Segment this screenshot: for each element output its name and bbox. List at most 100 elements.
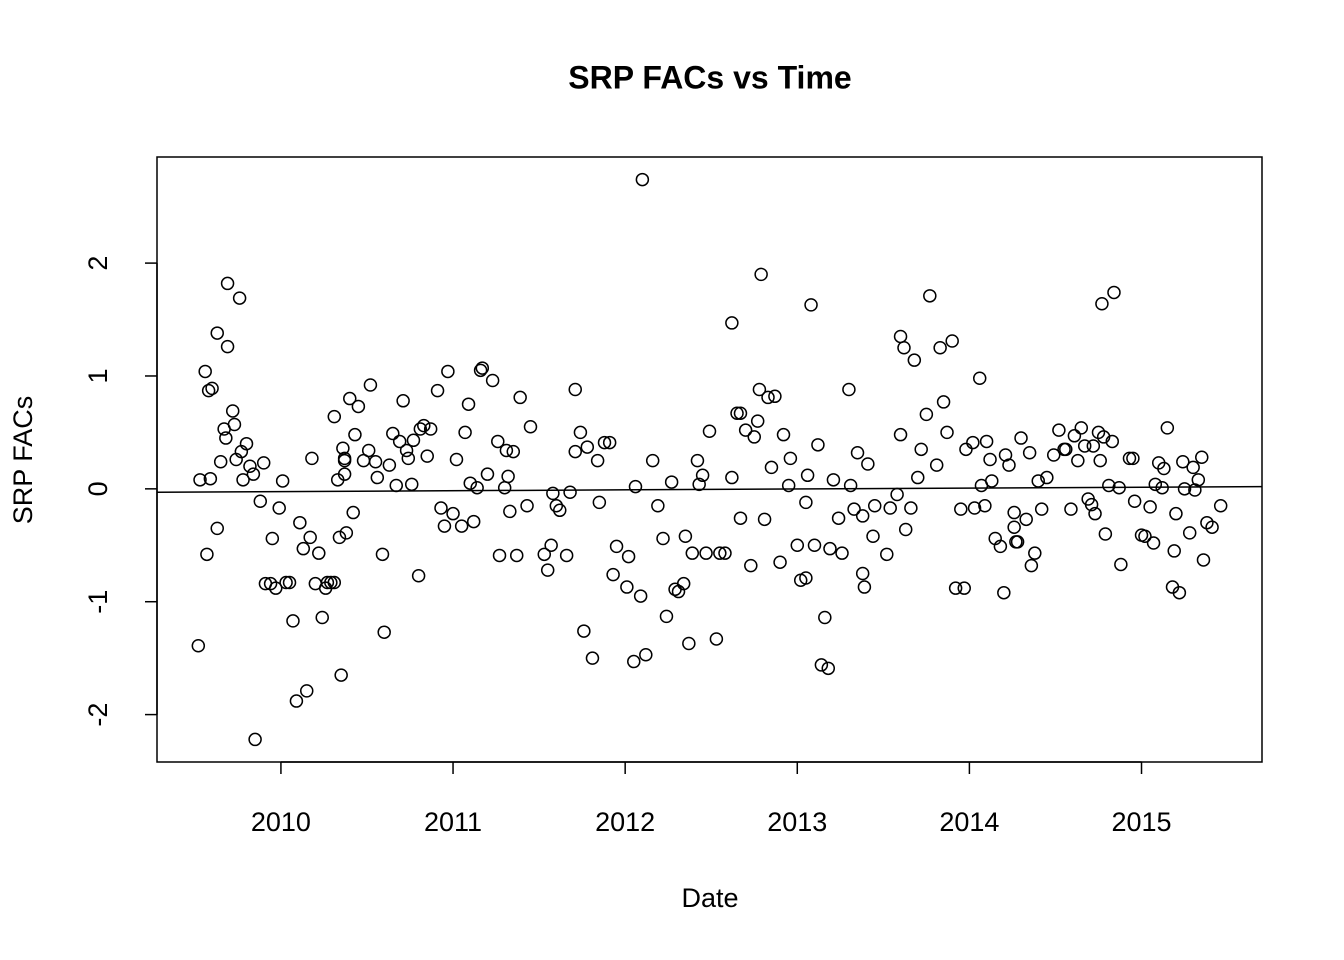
data-point xyxy=(339,526,354,540)
data-point xyxy=(978,499,992,513)
data-point xyxy=(757,512,772,527)
data-point xyxy=(639,648,653,662)
data-point xyxy=(401,451,416,466)
data-point xyxy=(491,434,505,449)
y-tick-label: 1 xyxy=(83,368,113,383)
data-point xyxy=(1046,448,1061,462)
data-point xyxy=(568,444,582,459)
data-point xyxy=(343,391,357,406)
data-point xyxy=(475,361,490,375)
data-point xyxy=(377,625,391,639)
data-point xyxy=(814,658,829,672)
data-point xyxy=(473,363,488,378)
data-point xyxy=(761,390,775,405)
data-point xyxy=(690,453,705,468)
data-point xyxy=(799,495,813,510)
data-point xyxy=(200,547,214,562)
data-point xyxy=(236,473,250,487)
data-point xyxy=(286,614,300,628)
data-point xyxy=(911,470,925,485)
data-point xyxy=(699,546,713,560)
data-point xyxy=(470,480,484,495)
data-point xyxy=(269,581,283,595)
data-point xyxy=(1114,557,1128,572)
data-point xyxy=(1074,421,1089,435)
data-point xyxy=(826,473,841,487)
data-point xyxy=(485,373,500,388)
data-point xyxy=(818,610,832,625)
data-point xyxy=(602,435,617,450)
data-point xyxy=(546,486,560,501)
data-point xyxy=(1014,431,1028,445)
y-axis-label: SRP FACs xyxy=(8,396,38,525)
data-point xyxy=(866,529,880,544)
data-point xyxy=(855,566,870,581)
data-point xyxy=(449,452,464,467)
data-point xyxy=(692,477,706,492)
data-point xyxy=(299,684,314,698)
data-point xyxy=(1077,439,1092,453)
data-point xyxy=(747,430,762,444)
data-point xyxy=(1167,544,1181,558)
data-point xyxy=(382,458,397,472)
data-point xyxy=(752,382,767,397)
data-point xyxy=(563,485,577,499)
data-point xyxy=(210,521,224,536)
data-point xyxy=(861,457,875,471)
data-point xyxy=(1040,470,1054,485)
data-point xyxy=(764,460,779,475)
data-point xyxy=(577,624,591,638)
data-point xyxy=(725,470,739,485)
data-point xyxy=(282,575,297,590)
data-point xyxy=(893,427,908,442)
data-point xyxy=(843,478,858,493)
data-point xyxy=(1067,429,1082,443)
data-point xyxy=(337,453,352,468)
data-point xyxy=(1176,455,1190,469)
data-point xyxy=(243,459,257,474)
data-point xyxy=(1172,585,1187,600)
data-point xyxy=(1059,442,1073,457)
data-point xyxy=(914,442,928,457)
data-point xyxy=(633,589,648,603)
data-point xyxy=(933,341,947,355)
data-point xyxy=(573,425,588,440)
data-point xyxy=(609,539,624,554)
data-point xyxy=(1093,453,1107,468)
data-point xyxy=(232,291,247,305)
data-point xyxy=(907,353,922,367)
data-point xyxy=(1205,520,1219,534)
data-point xyxy=(501,469,515,484)
data-point xyxy=(540,563,555,577)
data-point xyxy=(597,435,612,450)
data-point xyxy=(659,609,674,624)
data-point xyxy=(685,546,700,560)
x-tick-label: 2012 xyxy=(595,807,655,837)
data-point xyxy=(461,397,476,411)
data-point xyxy=(227,417,242,432)
data-point xyxy=(1122,451,1137,466)
data-point xyxy=(1024,558,1039,573)
data-point xyxy=(585,651,600,665)
data-point xyxy=(509,548,524,563)
data-point xyxy=(458,425,472,440)
data-point xyxy=(279,575,293,590)
data-point xyxy=(979,434,994,449)
data-point xyxy=(621,549,636,564)
data-point xyxy=(1102,478,1116,493)
data-point xyxy=(919,407,934,422)
data-point xyxy=(847,502,861,516)
data-point xyxy=(332,530,347,545)
data-point xyxy=(1010,535,1025,549)
data-point xyxy=(842,382,856,397)
data-point xyxy=(656,531,670,546)
data-point xyxy=(399,443,414,458)
data-point xyxy=(210,326,224,340)
data-point xyxy=(503,504,517,519)
data-point xyxy=(923,289,937,303)
data-point xyxy=(1195,450,1209,464)
data-point xyxy=(1186,460,1200,475)
data-point xyxy=(305,451,319,466)
data-point xyxy=(936,395,951,409)
data-point xyxy=(239,436,254,451)
